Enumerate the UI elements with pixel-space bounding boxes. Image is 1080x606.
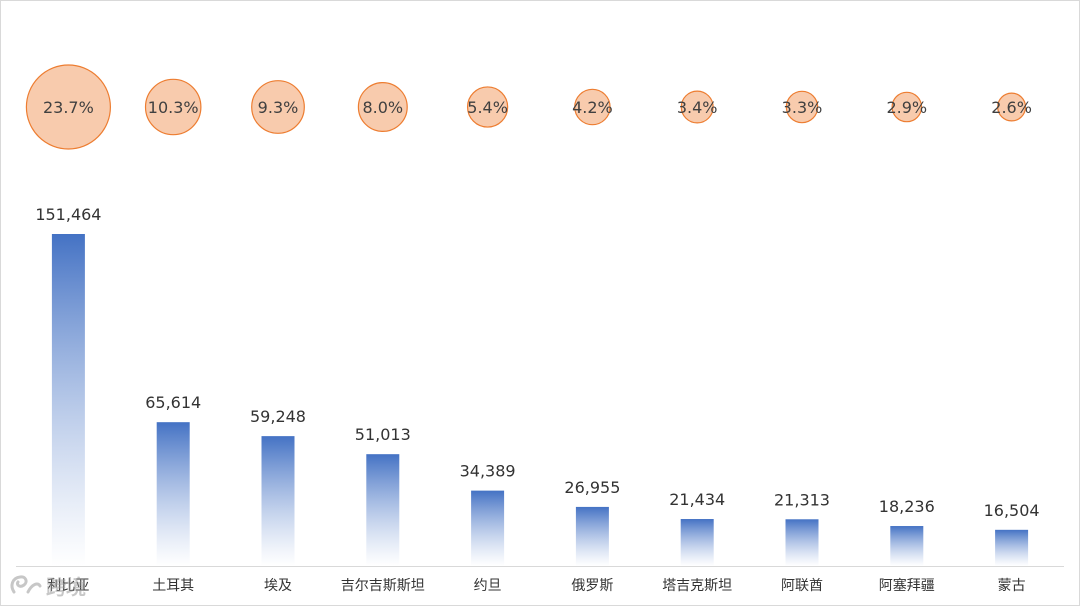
bar	[680, 519, 714, 566]
category-label: 吉尔吉斯斯坦	[341, 578, 425, 594]
category-label: 利比亚	[47, 578, 89, 594]
category-label: 土耳其	[152, 578, 194, 594]
share-bubble	[680, 90, 714, 124]
bar	[156, 422, 190, 566]
data-label: 18,236	[879, 497, 935, 516]
category-label: 阿塞拜疆	[879, 577, 935, 594]
category-label: 蒙古	[998, 578, 1026, 594]
share-bubble	[891, 91, 923, 123]
share-bubble	[997, 92, 1027, 122]
share-label: 9.3%	[258, 98, 299, 117]
share-label: 2.6%	[991, 98, 1032, 117]
share-label: 5.4%	[467, 98, 508, 117]
share-label: 4.2%	[572, 98, 613, 117]
share-bubble	[144, 78, 202, 136]
data-label: 65,614	[145, 393, 201, 412]
share-label: 3.3%	[782, 98, 823, 117]
bar	[366, 454, 400, 566]
bar	[261, 436, 295, 566]
bar	[785, 519, 819, 566]
x-axis-categories: 利比亚 土耳其 埃及 吉尔吉斯斯坦 约旦 俄罗斯 塔吉克斯坦 阿联酋 阿塞拜疆 蒙古	[47, 577, 1025, 594]
data-label: 26,955	[564, 478, 620, 497]
data-label: 16,504	[984, 501, 1040, 520]
bar	[51, 234, 85, 566]
bar	[575, 506, 609, 566]
category-label: 约旦	[474, 578, 502, 594]
bar-series: 151,464 65,614 59,248 51,013 34,389 26,955 21,…	[35, 205, 1040, 566]
share-bubble	[785, 90, 819, 124]
share-label: 10.3%	[148, 98, 199, 117]
bar	[471, 490, 505, 566]
data-label: 34,389	[460, 462, 516, 481]
share-bubble	[251, 80, 305, 134]
share-bubbles: 23.7% 10.3% 9.3% 8.0% 5.4% 4.2% 3.4% 3.3% 2.9% 2.…	[25, 64, 1032, 150]
data-label: 59,248	[250, 407, 306, 426]
share-bubble	[25, 64, 112, 150]
category-label: 埃及	[264, 578, 292, 594]
category-label: 俄罗斯	[571, 578, 613, 594]
data-label: 21,313	[774, 490, 830, 509]
bar	[890, 526, 924, 566]
share-label: 23.7%	[43, 98, 94, 117]
category-label: 阿联酋	[781, 577, 823, 594]
share-bubble	[466, 86, 509, 128]
share-bubble	[357, 81, 408, 133]
share-label: 2.9%	[886, 98, 927, 117]
data-label: 21,434	[669, 490, 725, 509]
data-label: 51,013	[355, 425, 411, 444]
category-label: 塔吉克斯坦	[662, 578, 732, 594]
share-label: 8.0%	[362, 98, 403, 117]
share-bubble	[574, 88, 611, 126]
share-label: 3.4%	[677, 98, 718, 117]
bar	[995, 529, 1029, 566]
data-label: 151,464	[35, 205, 101, 224]
